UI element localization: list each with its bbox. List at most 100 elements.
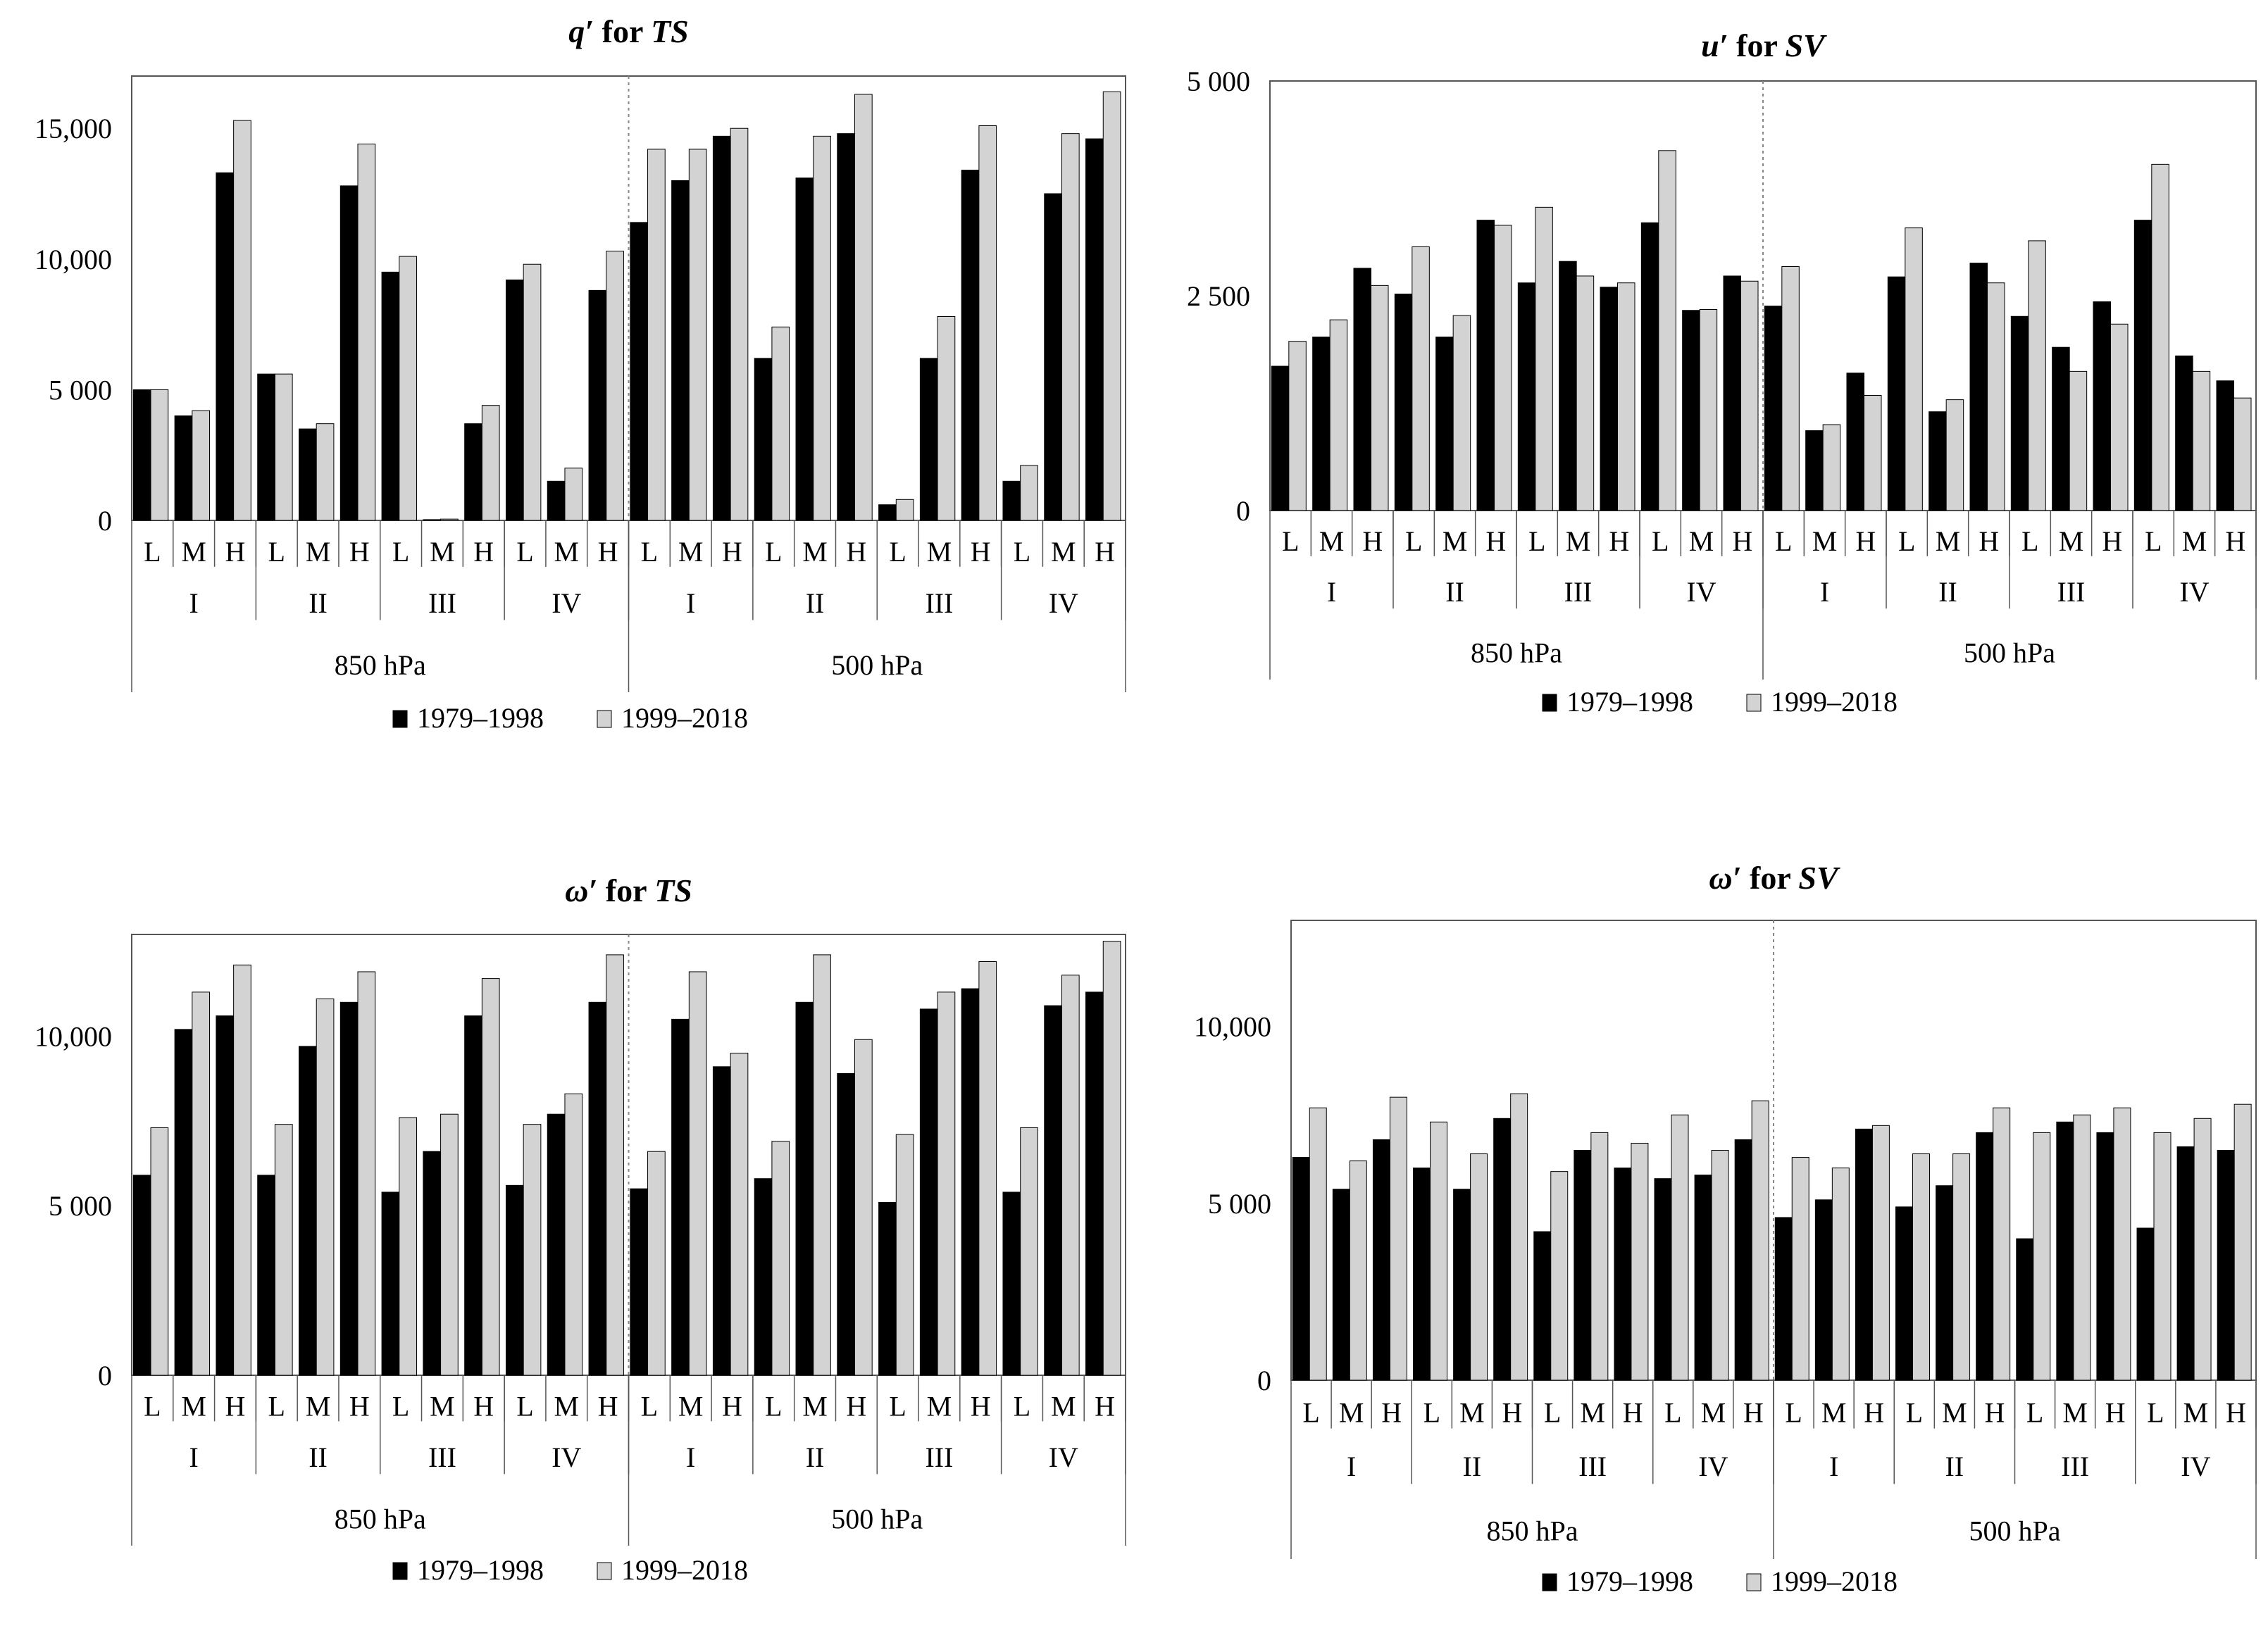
chart-title-part: ω′ (1709, 860, 1741, 896)
group-label: H (1979, 525, 1999, 557)
group-label: M (927, 536, 952, 568)
bar-1979-1998 (1559, 261, 1577, 511)
bar-1999-2018 (399, 256, 417, 521)
group-label: M (678, 536, 704, 568)
bar-1999-2018 (1576, 275, 1595, 511)
y-tick-label: 10,000 (1194, 1011, 1271, 1043)
group-label: L (268, 536, 285, 568)
group-label: L (641, 536, 658, 568)
bar-1979-1998 (1936, 1185, 1954, 1381)
chart-title-part: q′ (568, 13, 594, 49)
y-tick-label: 5 000 (49, 374, 112, 406)
quarter-label: III (428, 587, 456, 619)
legend-swatch-1999-2018 (597, 1562, 612, 1580)
bar-1999-2018 (937, 315, 956, 521)
bar-1979-1998 (1002, 1191, 1021, 1376)
group-label: M (802, 536, 828, 568)
bar-1979-1998 (381, 1191, 400, 1376)
group-label: M (1701, 1397, 1726, 1429)
legend: 1979–1998 1999–2018 (1542, 1565, 1898, 1597)
bar-1999-2018 (2153, 1132, 2172, 1381)
bar-1999-2018 (233, 964, 251, 1376)
chart-title: ω′ for SV (1709, 860, 1840, 896)
chart-title: ω′ for TS (565, 872, 692, 908)
bar-1999-2018 (1912, 1153, 1930, 1381)
legend-swatch-1979-1998 (1542, 1573, 1557, 1591)
group-label: L (1014, 536, 1030, 568)
group-label: M (927, 1391, 952, 1422)
group-label: H (1743, 1397, 1764, 1429)
bar-1999-2018 (192, 410, 211, 521)
bar-1999-2018 (771, 1141, 790, 1376)
bar-1999-2018 (1751, 1100, 1769, 1381)
group-label: H (971, 536, 991, 568)
bar-1979-1998 (1353, 268, 1371, 511)
group-label: H (2102, 525, 2122, 557)
group-label: M (1443, 525, 1468, 557)
group-label: H (225, 1391, 246, 1422)
chart-title-part: ω′ (565, 872, 597, 908)
bar-1979-1998 (1533, 1231, 1552, 1381)
bar-1999-2018 (1288, 341, 1307, 511)
quarter-label: I (189, 587, 199, 619)
bar-1979-1998 (1493, 1118, 1512, 1381)
group-label: L (765, 1391, 782, 1422)
group-label: M (1566, 525, 1591, 557)
chart-title-part: for (1742, 860, 1799, 896)
chart-title-part: u′ (1701, 27, 1728, 63)
group-label: L (392, 536, 409, 568)
bar-1979-1998 (257, 373, 275, 521)
bar-1999-2018 (1329, 319, 1348, 511)
bar-1979-1998 (339, 1001, 359, 1376)
group-label: L (1544, 1397, 1561, 1429)
bar-1979-1998 (630, 1188, 649, 1376)
quarter-label: II (1463, 1451, 1482, 1482)
chart-title-part: for (594, 13, 651, 49)
level-label: 500 hPa (1969, 1515, 2061, 1546)
group-label: M (306, 536, 331, 568)
group-label: M (430, 1391, 455, 1422)
level-label: 500 hPa (831, 649, 923, 681)
bar-1979-1998 (1453, 1189, 1471, 1381)
bar-1979-1998 (339, 185, 359, 521)
bar-1999-2018 (2069, 370, 2088, 511)
group-label: M (1812, 525, 1838, 557)
legend-label-1979-1998: 1979–1998 (1566, 1565, 1693, 1597)
bar-1999-2018 (357, 144, 376, 521)
bar-1999-2018 (1389, 1096, 1407, 1381)
legend-label-1999-2018: 1999–2018 (1771, 686, 1898, 718)
legend-label-1999-2018: 1999–2018 (621, 1554, 748, 1586)
quarter-label: IV (1049, 1441, 1078, 1473)
group-label: L (516, 536, 533, 568)
group-label: L (1528, 525, 1545, 557)
legend-swatch-1999-2018 (597, 710, 612, 728)
group-label: H (473, 1391, 494, 1422)
bar-1979-1998 (547, 480, 566, 521)
bar-1979-1998 (423, 1151, 442, 1376)
bar-1999-2018 (1658, 150, 1676, 511)
quarter-label: II (309, 1441, 328, 1473)
y-tick-label: 5 000 (1208, 1188, 1271, 1220)
bar-1999-2018 (2113, 1107, 2131, 1381)
y-tick-label: 10,000 (35, 1020, 112, 1052)
bar-1979-1998 (1734, 1139, 1752, 1381)
bar-1999-2018 (895, 1134, 914, 1376)
y-tick-label: 0 (1236, 495, 1250, 527)
bar-1979-1998 (1517, 282, 1536, 511)
bar-1979-1998 (754, 358, 773, 521)
bar-1999-2018 (564, 1093, 583, 1376)
bar-1979-1998 (1614, 1168, 1632, 1381)
bar-1999-2018 (1102, 91, 1121, 521)
legend-swatch-1999-2018 (1746, 694, 1762, 712)
legend: 1979–1998 1999–2018 (392, 1554, 748, 1586)
bar-1999-2018 (730, 1053, 749, 1376)
group-label: L (1302, 1397, 1319, 1429)
bar-1999-2018 (1349, 1160, 1367, 1381)
quarter-label: III (925, 1441, 953, 1473)
bar-1979-1998 (1332, 1189, 1350, 1381)
bar-1979-1998 (795, 177, 814, 521)
bar-1999-2018 (316, 423, 335, 521)
bar-1979-1998 (2176, 1146, 2195, 1381)
bar-1979-1998 (2096, 1132, 2114, 1381)
